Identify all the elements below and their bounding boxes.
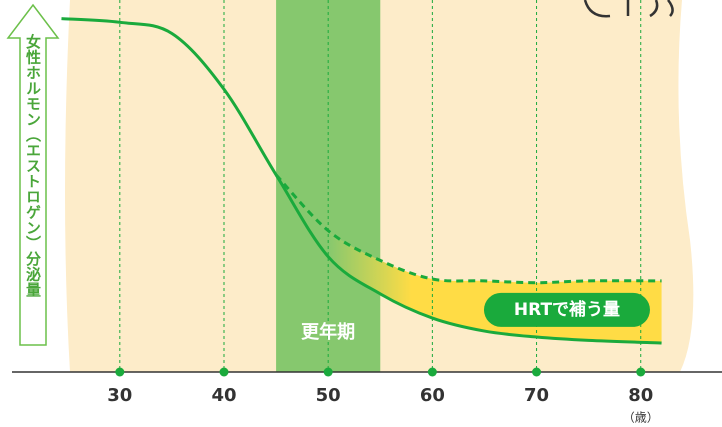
illustration bbox=[583, 0, 674, 18]
x-unit: （歳） bbox=[623, 411, 659, 425]
plot: 更年期 HRTで補う量 30 40 50 60 70 80 （歳） bbox=[12, 0, 722, 425]
x-tick-label: 70 bbox=[524, 385, 549, 406]
band-label: 更年期 bbox=[301, 321, 355, 343]
tick-dot bbox=[219, 367, 229, 377]
tick-dot bbox=[115, 367, 125, 377]
tick-dot bbox=[427, 367, 437, 377]
tick-dot bbox=[636, 367, 646, 377]
fill-label-pill bbox=[483, 292, 650, 327]
x-tick-label: 60 bbox=[420, 385, 445, 406]
fill-label: HRTで補う量 bbox=[514, 299, 620, 320]
x-tick-label: 80 bbox=[628, 385, 653, 406]
line-solid bbox=[61, 17, 662, 345]
x-tick-label: 40 bbox=[211, 385, 236, 406]
y-axis-label: 女性ホルモン（エストロゲン）分泌量 bbox=[24, 33, 42, 297]
tick-dot bbox=[323, 367, 333, 377]
x-tick-label: 50 bbox=[316, 385, 341, 406]
x-tick-label: 30 bbox=[107, 385, 132, 406]
y-arrow bbox=[6, 3, 60, 346]
line-dashed bbox=[274, 173, 662, 285]
tick-dot bbox=[532, 367, 542, 377]
